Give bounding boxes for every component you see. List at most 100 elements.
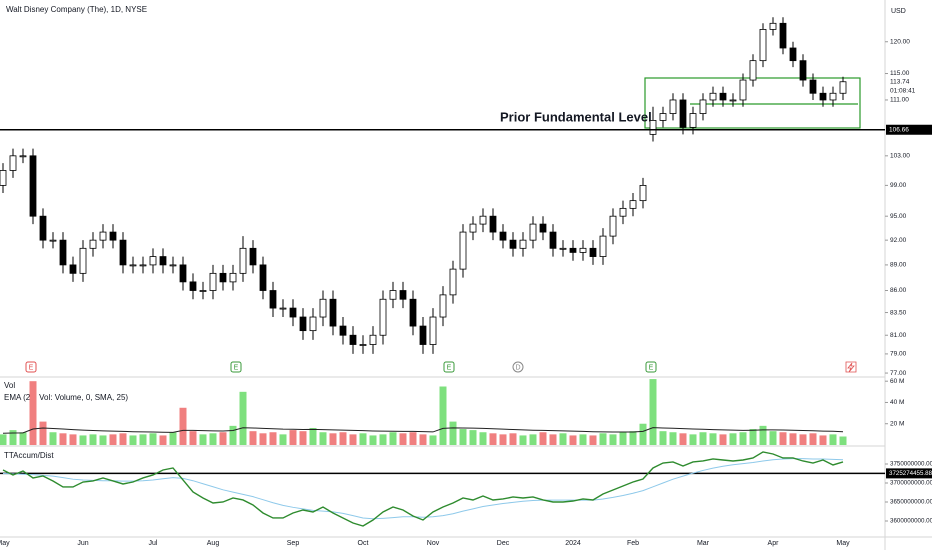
last-price-label: 113.74	[890, 78, 910, 85]
volume-bar	[829, 434, 837, 445]
candle-body	[379, 298, 387, 336]
volume-bar	[49, 432, 57, 445]
x-tick-label: Sep	[287, 540, 300, 547]
y-tick-label: 92.00	[890, 237, 907, 244]
volume-bar	[359, 433, 367, 445]
candle-body	[69, 264, 77, 274]
volume-bar	[389, 432, 397, 445]
volume-bar	[0, 434, 7, 445]
volume-bar	[759, 425, 767, 445]
candle-body	[219, 272, 227, 283]
event-label: E	[29, 364, 34, 371]
volume-subtitle: EMA (25, Vol: Volume, 0, SMA, 25)	[4, 393, 128, 402]
candle-body	[839, 81, 847, 94]
volume-bar	[709, 433, 717, 445]
y-tick-label: 86.00	[890, 287, 907, 294]
candle-body	[229, 272, 237, 283]
x-tick-label: May	[0, 540, 10, 547]
volume-bar	[439, 386, 447, 445]
volume-bar	[539, 432, 547, 445]
candle-body	[509, 239, 517, 249]
volume-bar	[509, 433, 517, 445]
y-tick-label: 3750000000.00	[890, 461, 932, 468]
candle-body	[679, 99, 687, 128]
candle-body	[299, 316, 307, 332]
volume-bar	[249, 431, 257, 445]
volume-bar	[639, 423, 647, 445]
candle-body	[339, 325, 347, 336]
volume-bar	[409, 432, 417, 445]
event-label: E	[649, 364, 654, 371]
candle-body	[99, 231, 107, 241]
event-marker	[25, 361, 37, 373]
currency: USD	[891, 8, 906, 15]
candle-body	[319, 298, 327, 318]
candle-body	[309, 316, 317, 332]
volume-bar	[209, 433, 217, 445]
candle-body	[549, 231, 557, 249]
event-marker	[512, 361, 524, 373]
candle-body	[439, 294, 447, 318]
candle-body	[359, 344, 367, 346]
x-tick-label: Dec	[497, 540, 510, 547]
volume-bar	[839, 436, 847, 445]
x-tick-label: Jun	[77, 540, 88, 547]
candle-body	[0, 170, 7, 186]
volume-bar	[619, 432, 627, 445]
candle-body	[49, 239, 57, 242]
candle-body	[649, 120, 657, 135]
candle-body	[159, 256, 167, 266]
volume-bar	[109, 434, 117, 445]
y-tick-label: 115.00	[890, 70, 910, 77]
candle-body	[699, 99, 707, 114]
candle-body	[129, 264, 137, 267]
news-icon	[845, 361, 857, 373]
candle-body	[119, 239, 127, 266]
volume-bar	[799, 434, 807, 445]
candle-body	[659, 113, 667, 121]
volume-bar	[679, 433, 687, 445]
volume-bar	[99, 435, 107, 445]
y-tick-label: 60 M	[890, 378, 904, 385]
volume-bar	[169, 432, 177, 445]
candle-body	[689, 113, 697, 128]
chart-title: Walt Disney Company (The), 1D, NYSE	[6, 5, 147, 14]
hline-label-bg	[886, 468, 932, 479]
x-tick-label: Oct	[358, 540, 369, 547]
volume-bar	[19, 432, 27, 445]
x-tick-label: Jul	[149, 540, 158, 547]
candle-body	[209, 272, 217, 291]
y-tick-label: 99.00	[890, 182, 907, 189]
volume-bar	[529, 434, 537, 445]
candle-body	[599, 235, 607, 257]
candle-body	[269, 290, 277, 309]
event-marker	[443, 361, 455, 373]
candle-body	[789, 47, 797, 62]
x-tick-label: 2024	[565, 540, 581, 547]
volume-bar	[729, 433, 737, 445]
volume-bar	[559, 433, 567, 445]
candle-body	[489, 215, 497, 233]
candle-body	[399, 290, 407, 300]
event-marker	[645, 361, 657, 373]
volume-bar	[139, 434, 147, 445]
candle-body	[719, 92, 727, 101]
volume-bar	[469, 430, 477, 445]
volume-bar	[519, 435, 527, 445]
candle-body	[409, 298, 417, 327]
volume-bar	[329, 433, 337, 445]
line	[2, 427, 844, 434]
volume-bar	[479, 432, 487, 445]
hline-label: 106.66	[889, 126, 909, 133]
candle-body	[709, 92, 717, 101]
hline-label: 3725274455.88	[889, 470, 932, 477]
volume-bar	[39, 421, 47, 445]
volume-bar	[319, 432, 327, 445]
volume-bar	[719, 434, 727, 445]
line	[2, 458, 844, 520]
volume-bar	[779, 432, 787, 445]
candle-body	[619, 207, 627, 217]
volume-bar	[569, 435, 577, 445]
